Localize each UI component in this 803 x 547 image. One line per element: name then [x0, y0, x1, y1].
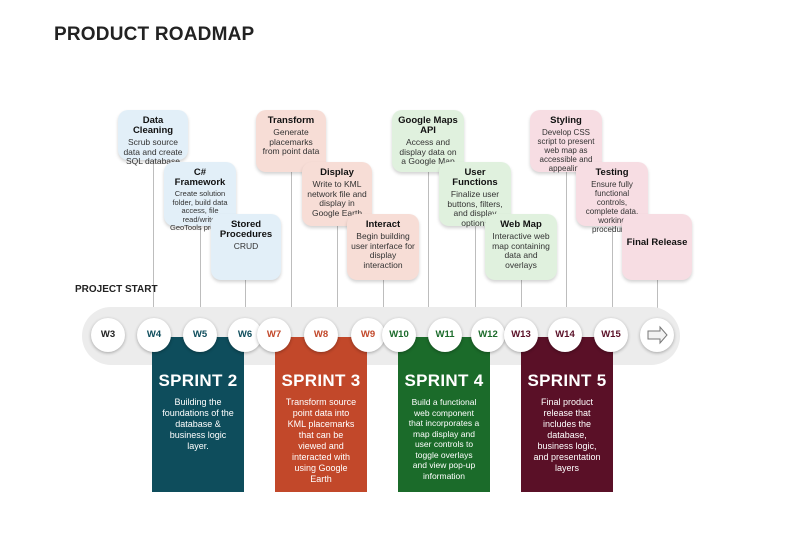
week-w4: W4 — [137, 318, 171, 352]
card-title: Web Map — [500, 219, 542, 230]
card-interact: Interact Begin building user interface f… — [347, 214, 419, 280]
week-w14: W14 — [548, 318, 582, 352]
week-w15: W15 — [594, 318, 628, 352]
sprint-title: SPRINT 3 — [281, 371, 361, 390]
week-w12: W12 — [471, 318, 505, 352]
card-body: Generate placemarks from point data — [262, 127, 320, 156]
connector-line — [383, 280, 384, 318]
connector-line — [657, 280, 658, 318]
card-body: Scrub source data and create SQL databas… — [123, 137, 183, 166]
week-w11: W11 — [428, 318, 462, 352]
week-w7: W7 — [257, 318, 291, 352]
sprint-description: Building the foundations of the database… — [162, 397, 234, 451]
project-start-label: PROJECT START — [75, 284, 158, 295]
connector-line — [200, 226, 201, 318]
card-body: CRUD — [233, 241, 259, 251]
week-w6: W6 — [228, 318, 262, 352]
card-title: C# Framework — [174, 167, 226, 188]
sprint-4-panel: SPRINT 4 Build a functional web componen… — [398, 337, 490, 492]
card-body: Begin building user interface for displa… — [351, 231, 415, 270]
sprint-2-panel: SPRINT 2 Building the foundations of the… — [152, 337, 244, 492]
card-final-release: Final Release — [622, 214, 692, 280]
connector-line — [245, 280, 246, 318]
card-stored-procedures: Stored Procedures CRUD — [211, 214, 281, 280]
arrow-right-icon — [640, 318, 674, 352]
card-web-map: Web Map Interactive web map containing d… — [485, 214, 557, 280]
card-body: Create solution folder, build data acces… — [169, 189, 231, 232]
page-title: PRODUCT ROADMAP — [54, 24, 255, 45]
connector-line — [521, 280, 522, 318]
card-title: Data Cleaning — [132, 115, 174, 136]
card-display: Display Write to KML network file and di… — [302, 162, 372, 226]
card-title: User Functions — [452, 167, 498, 188]
card-body: Ensure fully functional controls, comple… — [585, 180, 639, 234]
sprint-description: Final product release that includes the … — [533, 397, 601, 473]
card-styling: Styling Develop CSS script to present we… — [530, 110, 602, 173]
card-google-maps-api: Google Maps API Access and display data … — [392, 110, 464, 172]
card-title: Display — [320, 167, 354, 178]
connector-line — [612, 226, 613, 318]
sprint-5-panel: SPRINT 5 Final product release that incl… — [521, 337, 613, 492]
card-title: Interact — [365, 219, 401, 230]
week-w5: W5 — [183, 318, 217, 352]
card-body: Finalize user buttons, filters, and disp… — [447, 189, 503, 228]
connector-line — [566, 172, 567, 318]
card-body: Interactive web map containing data and … — [492, 231, 550, 270]
connector-line — [153, 158, 154, 318]
card-body: Access and display data on a Google Map — [399, 137, 457, 166]
card-title: Styling — [550, 115, 582, 126]
card-title: Stored Procedures — [219, 219, 273, 240]
card-body: Write to KML network file and display in… — [307, 179, 367, 218]
connector-line — [291, 172, 292, 318]
card-body: Develop CSS script to present web map as… — [537, 128, 595, 173]
sprint-description: Transform source point data into KML pla… — [285, 397, 357, 484]
week-w8: W8 — [304, 318, 338, 352]
card-title: Google Maps API — [398, 115, 458, 136]
sprint-title: SPRINT 5 — [527, 371, 607, 390]
card-title: Transform — [267, 115, 315, 126]
sprint-3-panel: SPRINT 3 Transform source point data int… — [275, 337, 367, 492]
week-w3: W3 — [91, 318, 125, 352]
week-w10: W10 — [382, 318, 416, 352]
connector-line — [428, 172, 429, 318]
card-data-cleaning: Data Cleaning Scrub source data and crea… — [118, 110, 188, 166]
week-w13: W13 — [504, 318, 538, 352]
week-w9: W9 — [351, 318, 385, 352]
sprint-description: Build a functional web component that in… — [408, 397, 480, 481]
connector-line — [337, 226, 338, 318]
card-title: Testing — [595, 167, 629, 178]
card-transform: Transform Generate placemarks from point… — [256, 110, 326, 172]
sprint-title: SPRINT 2 — [158, 371, 238, 390]
sprint-title: SPRINT 4 — [404, 371, 484, 390]
card-title: Final Release — [626, 237, 688, 248]
connector-line — [475, 226, 476, 318]
